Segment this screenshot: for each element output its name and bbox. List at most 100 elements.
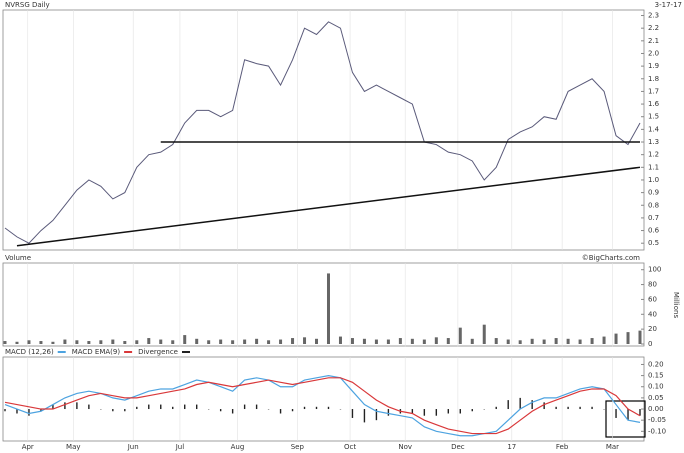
y-tick-label: 100 [648,266,661,274]
volume-bar [518,340,522,344]
divergence-bar [315,406,318,410]
y-tick-label: 0.20 [648,360,664,368]
divergence-bar [519,397,521,410]
volume-bar [326,273,330,344]
divergence-bar [28,409,30,416]
divergence-bar [195,404,198,410]
volume-bar [530,338,534,344]
volume-bar [207,340,211,344]
volume-bar [243,339,247,344]
y-tick-label: 2.0 [648,49,659,57]
divergence-bar [375,409,378,421]
divergence-bar [495,406,497,410]
volume-bar [638,330,642,344]
divergence-bar [148,404,150,410]
volume-bar [27,340,31,344]
divergence-bar [52,404,54,410]
volume-bar [267,340,271,344]
volume-bar [482,324,486,344]
volume-bar [602,336,606,344]
x-tick-label: Jun [127,443,139,451]
x-tick-label: Jul [175,443,185,451]
x-tick-label: Oct [344,443,356,451]
divergence-bar [16,409,18,414]
volume-bar [135,340,139,344]
trendline [16,166,641,247]
data-line [4,374,641,437]
divergence-bar [76,402,78,410]
y-tick-label: 1.1 [648,163,659,171]
y-tick-label: 1.3 [648,138,659,146]
divergence-bar [4,409,6,412]
legend-label: Divergence [138,348,178,356]
divergence-bar [627,409,629,421]
volume-bar [350,338,354,344]
y-tick-label: 1.8 [648,75,659,83]
y-tick-label: 0.8 [648,201,659,209]
divergence-bar [555,406,557,410]
divergence-bar [172,406,174,410]
volume-bar [255,338,259,344]
divergence-bar [387,409,390,416]
divergence-bar [471,409,473,412]
y-tick-label: 0.7 [648,214,659,222]
volume-panel [2,262,645,347]
volume-bar [446,338,450,344]
volume-bar [470,338,474,344]
y-tick-label: 0 [648,340,652,348]
divergence-bar [243,404,246,410]
volume-bar [111,339,115,344]
y-tick-label: 80 [648,281,657,289]
y-tick-label: 1.7 [648,87,659,95]
divergence-bar [327,406,330,410]
volume-bar [303,337,307,344]
x-tick-label: Feb [556,443,569,451]
divergence-bar [531,400,533,410]
divergence-bar [255,404,258,410]
divergence-bar [507,400,509,410]
y-tick-label: 20 [648,325,657,333]
volume-bar [554,338,558,344]
divergence-bar [64,402,66,410]
y-tick-label: 2.3 [648,12,659,20]
volume-bar [374,339,378,344]
volume-bar [386,339,390,344]
volume-bar [87,341,91,344]
divergence-bar [639,409,641,416]
divergence-bar [423,409,426,416]
volume-bar [291,338,295,344]
divergence-bar [363,409,366,423]
volume-bar [506,339,510,344]
volume-bar [51,341,55,344]
volume-bar [494,338,498,344]
volume-bar [279,339,283,344]
volume-bar [590,338,594,344]
y-tick-label: 1.5 [648,113,659,121]
volume-bar [422,339,426,344]
y-tick-label: 0.05 [648,394,664,402]
y-tick-label: 0.5 [648,239,659,247]
volume-bar [171,340,175,344]
divergence-bar [291,409,294,412]
divergence-bar [459,409,461,414]
highlight-box [605,400,646,438]
volume-bar [410,338,414,344]
y-tick-label: 1.6 [648,100,660,108]
chart-title: NVRSG Daily [5,1,50,9]
divergence-bar [591,406,593,410]
volume-bar [434,337,438,344]
volume-bar [123,341,127,344]
volume-bar [362,338,366,344]
y-tick-label: 0.00 [648,405,664,413]
chart-date: 3-17-17 [655,1,682,9]
data-line [4,21,641,244]
divergence-bar [112,409,114,412]
x-tick-label: Nov [398,443,412,451]
volume-bar [578,339,582,344]
divergence-bar [567,406,569,410]
y-tick-label: -0.05 [648,416,666,424]
volume-bar [75,340,79,344]
volume-bar [147,338,151,344]
divergence-bar [411,409,414,414]
volume-bar [542,339,546,344]
